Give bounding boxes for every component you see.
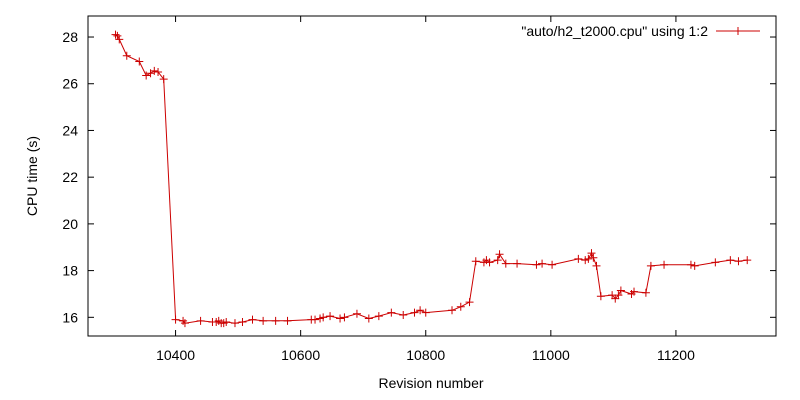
y-axis-ticks: 16 18 20 22 24 26 28: [62, 29, 776, 325]
data-point-marker: [471, 257, 480, 266]
data-point-marker: [641, 288, 650, 297]
data-point-marker: [115, 35, 124, 44]
x-tick-label: 10800: [406, 347, 445, 363]
data-point-marker: [410, 308, 419, 317]
data-point-marker: [495, 250, 504, 259]
series-line-group: [111, 30, 752, 328]
legend-label: "auto/h2_t2000.cpu" using 1:2: [521, 23, 708, 39]
data-point-marker: [532, 260, 541, 269]
data-point-marker: [364, 314, 373, 323]
data-point-marker: [230, 319, 239, 328]
x-tick-label: 11200: [657, 347, 695, 363]
data-point-marker: [171, 315, 180, 324]
data-point-marker: [548, 260, 557, 269]
data-point-marker: [614, 291, 623, 300]
data-point-marker: [448, 306, 457, 315]
y-tick-label: 22: [62, 169, 78, 185]
data-point-marker: [660, 260, 669, 269]
legend: "auto/h2_t2000.cpu" using 1:2: [521, 23, 760, 39]
data-point-marker: [589, 253, 598, 262]
data-point-marker: [222, 317, 231, 326]
data-point-marker: [319, 313, 328, 322]
y-tick-label: 18: [62, 263, 78, 279]
data-point-marker: [259, 316, 268, 325]
data-point-marker: [399, 310, 408, 319]
data-point-marker: [113, 31, 122, 40]
data-point-marker: [154, 68, 163, 77]
data-point-marker: [416, 306, 425, 315]
data-point-marker: [326, 312, 335, 321]
data-point-marker: [340, 313, 349, 322]
data-point-marker: [616, 286, 625, 295]
data-point-marker: [283, 316, 292, 325]
data-point-marker: [592, 261, 601, 270]
data-point-marker: [485, 258, 494, 267]
data-point-marker: [465, 298, 474, 307]
data-point-marker: [584, 254, 593, 263]
x-axis-label: Revision number: [378, 375, 483, 391]
legend-marker: [734, 27, 742, 35]
data-point-marker: [493, 256, 502, 265]
data-point-marker: [159, 75, 168, 84]
data-point-marker: [646, 261, 655, 270]
y-axis-label: CPU time (s): [24, 136, 40, 216]
data-point-marker: [574, 254, 583, 263]
data-point-marker: [711, 258, 720, 267]
x-tick-label: 10600: [281, 347, 320, 363]
data-point-marker: [513, 259, 522, 268]
data-point-marker: [111, 30, 120, 39]
data-point-marker: [238, 317, 247, 326]
data-point-marker: [743, 256, 752, 265]
data-point-marker: [387, 308, 396, 317]
data-point-marker: [311, 315, 320, 324]
y-tick-label: 16: [62, 309, 78, 325]
data-point-marker: [686, 260, 695, 269]
data-point-marker: [456, 302, 465, 311]
data-point-marker: [142, 71, 151, 80]
data-point-marker: [352, 309, 361, 318]
y-tick-label: 28: [62, 29, 78, 45]
y-tick-label: 24: [62, 122, 78, 138]
data-point-marker: [122, 51, 131, 60]
data-point-marker: [501, 259, 510, 268]
y-tick-label: 20: [62, 216, 78, 232]
data-point-marker: [135, 57, 144, 66]
data-point-marker: [690, 261, 699, 270]
data-point-marker: [271, 316, 280, 325]
data-point-marker: [630, 287, 639, 296]
x-tick-label: 10400: [156, 347, 195, 363]
data-point-marker: [596, 292, 605, 301]
plot-frame: [87, 15, 777, 337]
data-point-marker: [374, 312, 383, 321]
y-tick-label: 26: [62, 76, 78, 92]
data-point-marker: [587, 249, 596, 258]
data-point-marker: [734, 257, 743, 266]
data-point-marker: [180, 319, 189, 328]
data-point-marker: [336, 314, 345, 323]
data-point-marker: [248, 315, 257, 324]
data-point-marker: [150, 66, 159, 75]
x-axis-ticks: 10400 10600 10800 11000 11200: [156, 16, 695, 363]
data-point-marker: [196, 316, 205, 325]
data-point-marker: [726, 256, 735, 265]
x-tick-label: 11000: [532, 347, 570, 363]
data-point-marker: [538, 259, 547, 268]
data-point-marker: [421, 308, 430, 317]
